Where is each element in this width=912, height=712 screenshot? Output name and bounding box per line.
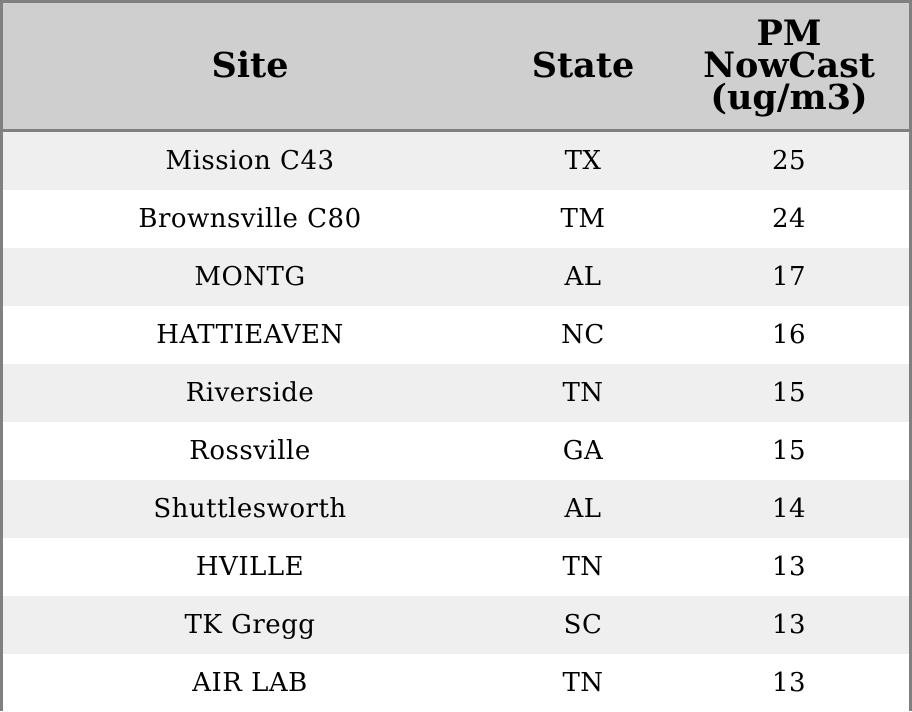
table-row: AIR LAB TN 13	[3, 654, 909, 712]
cell-pm-nowcast: 25	[771, 146, 807, 176]
table-row: Brownsville C80 TM 24	[3, 190, 909, 248]
cell-pm-nowcast: 17	[771, 262, 807, 292]
cell-site: Rossville	[189, 436, 311, 466]
cell-site: Mission C43	[165, 146, 335, 176]
cell-pm-nowcast: 14	[771, 494, 807, 524]
cell-site: Riverside	[185, 378, 315, 408]
cell-pm-nowcast: 15	[771, 378, 807, 408]
cell-site: HATTIEAVEN	[156, 320, 344, 350]
cell-state: TN	[562, 378, 604, 408]
table-row: MONTG AL 17	[3, 248, 909, 306]
column-header-site: Site	[211, 45, 289, 86]
cell-pm-nowcast: 15	[771, 436, 807, 466]
cell-pm-nowcast: 24	[771, 204, 807, 234]
cell-state: TN	[562, 552, 604, 582]
table-row: Rossville GA 15	[3, 422, 909, 480]
table-body: Mission C43 TX 25 Brownsville C80 TM 24 MONTG A…	[3, 132, 909, 712]
cell-state: TX	[564, 146, 602, 176]
cell-site: HVILLE	[195, 552, 305, 582]
table-row: HVILLE TN 13	[3, 538, 909, 596]
cell-state: TM	[560, 204, 606, 234]
table-row: TK Gregg SC 13	[3, 596, 909, 654]
cell-site: AIR LAB	[192, 668, 308, 698]
table-row: Riverside TN 15	[3, 364, 909, 422]
table-header: Site State PM NowCast (ug/m3)	[3, 3, 909, 132]
cell-state: AL	[564, 494, 602, 524]
cell-pm-nowcast: 13	[771, 552, 807, 582]
cell-state: SC	[563, 610, 603, 640]
cell-state: NC	[561, 320, 605, 350]
table-row: Shuttlesworth AL 14	[3, 480, 909, 538]
table-row: HATTIEAVEN NC 16	[3, 306, 909, 364]
column-header-state: State	[531, 45, 635, 86]
table-row: Mission C43 TX 25	[3, 132, 909, 190]
cell-site: Brownsville C80	[138, 204, 362, 234]
cell-site: TK Gregg	[184, 610, 316, 640]
cell-state: GA	[562, 436, 604, 466]
column-header-pm-nowcast: PM NowCast (ug/m3)	[703, 13, 875, 118]
cell-pm-nowcast: 16	[771, 320, 807, 350]
cell-site: MONTG	[194, 262, 306, 292]
cell-pm-nowcast: 13	[771, 668, 807, 698]
cell-site: Shuttlesworth	[153, 494, 347, 524]
cell-state: AL	[564, 262, 602, 292]
cell-state: TN	[562, 668, 604, 698]
cell-pm-nowcast: 13	[771, 610, 807, 640]
